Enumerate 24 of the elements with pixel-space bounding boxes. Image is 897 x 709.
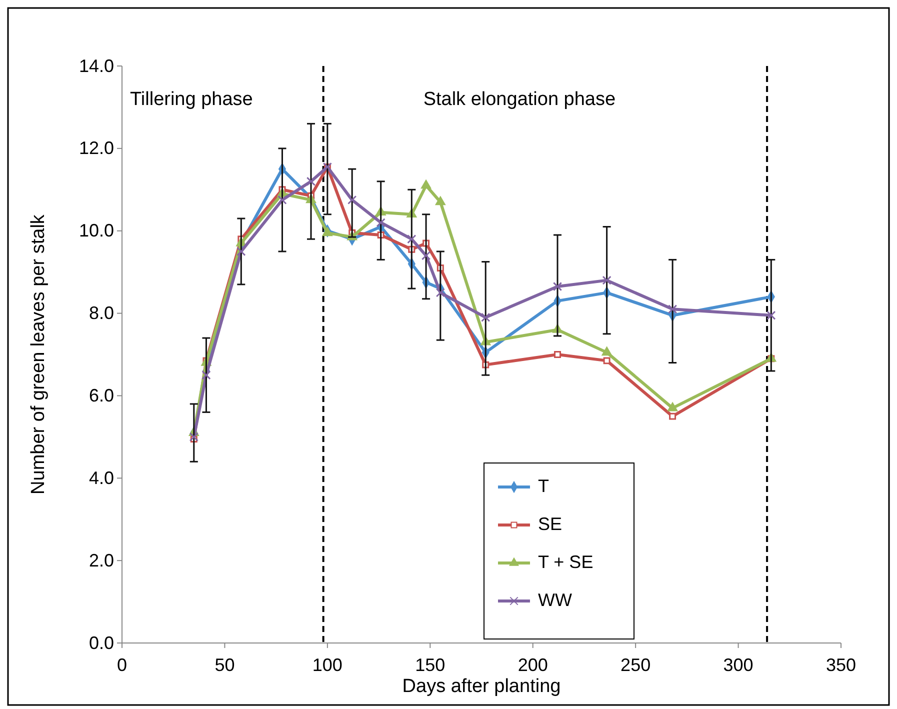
x-tick-label: 250 bbox=[620, 654, 651, 675]
y-tick-label: 4.0 bbox=[88, 468, 114, 488]
y-tick-label: 2.0 bbox=[88, 550, 114, 570]
x-tick-label: 150 bbox=[415, 654, 446, 675]
x-tick-label: 50 bbox=[214, 654, 235, 675]
y-axis-title: Number of green leaves per stalk bbox=[28, 214, 49, 494]
y-tick-label: 12.0 bbox=[78, 138, 114, 158]
y-tick-label: 6.0 bbox=[88, 385, 114, 406]
x-tick-label: 350 bbox=[826, 654, 856, 675]
x-tick-label: 300 bbox=[723, 654, 754, 675]
y-tick-label: 10.0 bbox=[78, 220, 114, 241]
x-tick-label: 200 bbox=[518, 654, 548, 675]
y-tick-label: 14.0 bbox=[78, 56, 114, 76]
y-tick-label: 0.0 bbox=[88, 632, 114, 653]
x-tick-label: 0 bbox=[116, 654, 128, 675]
x-axis-title: Days after planting bbox=[402, 676, 561, 697]
annotation: Stalk elongation phase bbox=[423, 89, 616, 110]
annotation: Tillering phase bbox=[130, 89, 253, 110]
legend-label: SE bbox=[538, 514, 562, 534]
x-tick-label: 100 bbox=[312, 654, 342, 675]
legend-label: T + SE bbox=[538, 552, 594, 572]
legend-label: T bbox=[538, 476, 549, 496]
legend-label: WW bbox=[538, 590, 572, 610]
y-tick-label: 8.0 bbox=[88, 303, 114, 324]
